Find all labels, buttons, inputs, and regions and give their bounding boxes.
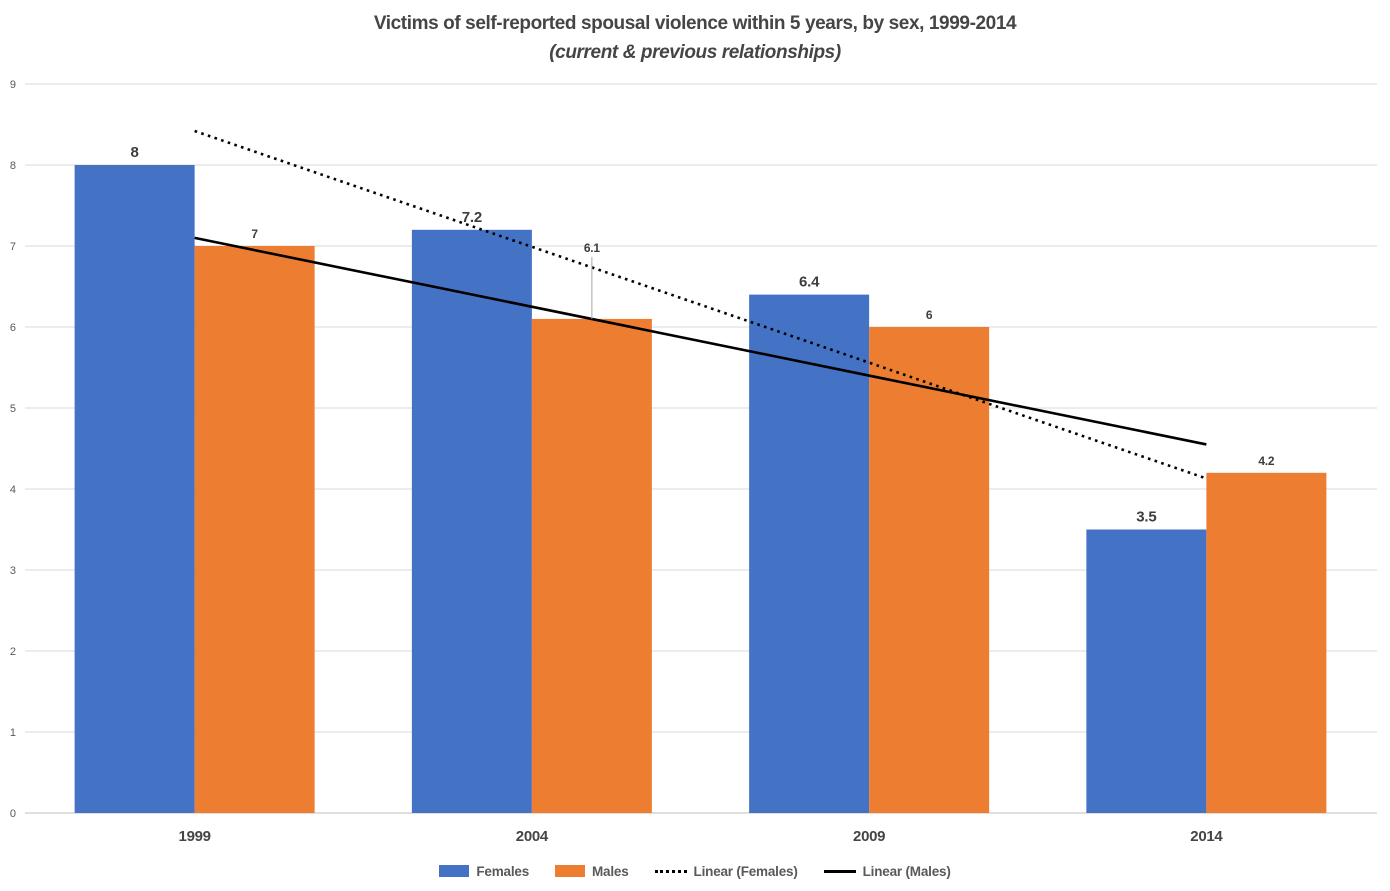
data-label-males-1999: 7 (251, 227, 258, 241)
y-tick-label: 9 (10, 79, 16, 91)
y-tick-label: 6 (10, 322, 16, 334)
bar-females-1999 (74, 165, 195, 813)
legend-line-sample-dotted (654, 869, 687, 873)
y-tick-label: 1 (10, 727, 16, 739)
data-label-females-2004: 7.2 (462, 209, 482, 226)
legend-label-males: Males (592, 863, 629, 879)
x-axis-label: 2004 (516, 828, 549, 845)
legend-label-linear-females-: Linear (Females) (693, 863, 798, 879)
data-label-males-2014: 4.2 (1258, 454, 1275, 468)
y-tick-label: 0 (10, 808, 16, 820)
bar-males-1999 (194, 246, 315, 813)
y-tick-label: 8 (10, 160, 16, 172)
bar-females-2014 (1086, 529, 1207, 813)
x-axis-label: 1999 (179, 828, 211, 845)
x-axis-label: 2009 (853, 828, 885, 845)
y-tick-label: 2 (10, 646, 16, 658)
legend-item-linear-females-: Linear (Females) (654, 863, 798, 879)
legend-swatch-females (439, 865, 470, 877)
trendline-linear-females- (194, 129, 1207, 480)
y-tick-label: 4 (10, 484, 16, 496)
bar-females-2004 (411, 229, 532, 814)
x-axis-label: 2014 (1190, 828, 1223, 845)
y-tick-label: 7 (10, 241, 16, 253)
trendline-linear-males- (194, 236, 1207, 446)
bar-males-2014 (1206, 472, 1327, 813)
data-label-females-2009: 6.4 (799, 274, 820, 291)
data-label-males-2009: 6 (926, 308, 933, 322)
y-tick-label: 3 (10, 565, 16, 577)
data-label-males-2004: 6.1 (584, 241, 601, 255)
legend-item-linear-males-: Linear (Males) (823, 863, 951, 879)
chart-title-block: Victims of self-reported spousal violenc… (0, 10, 1390, 67)
legend-item-females: Females (439, 864, 529, 879)
data-label-females-2014: 3.5 (1136, 509, 1156, 526)
plot-area: 0 1 2 3 4 5 6 7 8 9 8 7.2 6.4 3.5 7 6.1 6 4.2 1999 2004 2009… (10, 79, 1377, 845)
bar-males-2009 (869, 327, 990, 813)
chart-subtitle: (current & previous relationships) (549, 41, 841, 63)
y-tick-label: 5 (10, 403, 16, 415)
bar-females-2009 (749, 294, 870, 814)
bar-males-2004 (531, 318, 652, 813)
chart-legend: Females Males Linear (Females) Linear (Male… (0, 858, 1390, 884)
legend-label-linear-males-: Linear (Males) (862, 863, 951, 879)
legend-line-sample-solid (823, 869, 856, 873)
data-label-females-1999: 8 (131, 144, 139, 161)
chart-title: Victims of self-reported spousal violenc… (373, 13, 1017, 34)
legend-swatch-males (555, 865, 586, 877)
legend-item-males: Males (555, 864, 629, 879)
legend-label-females: Females (476, 863, 530, 879)
